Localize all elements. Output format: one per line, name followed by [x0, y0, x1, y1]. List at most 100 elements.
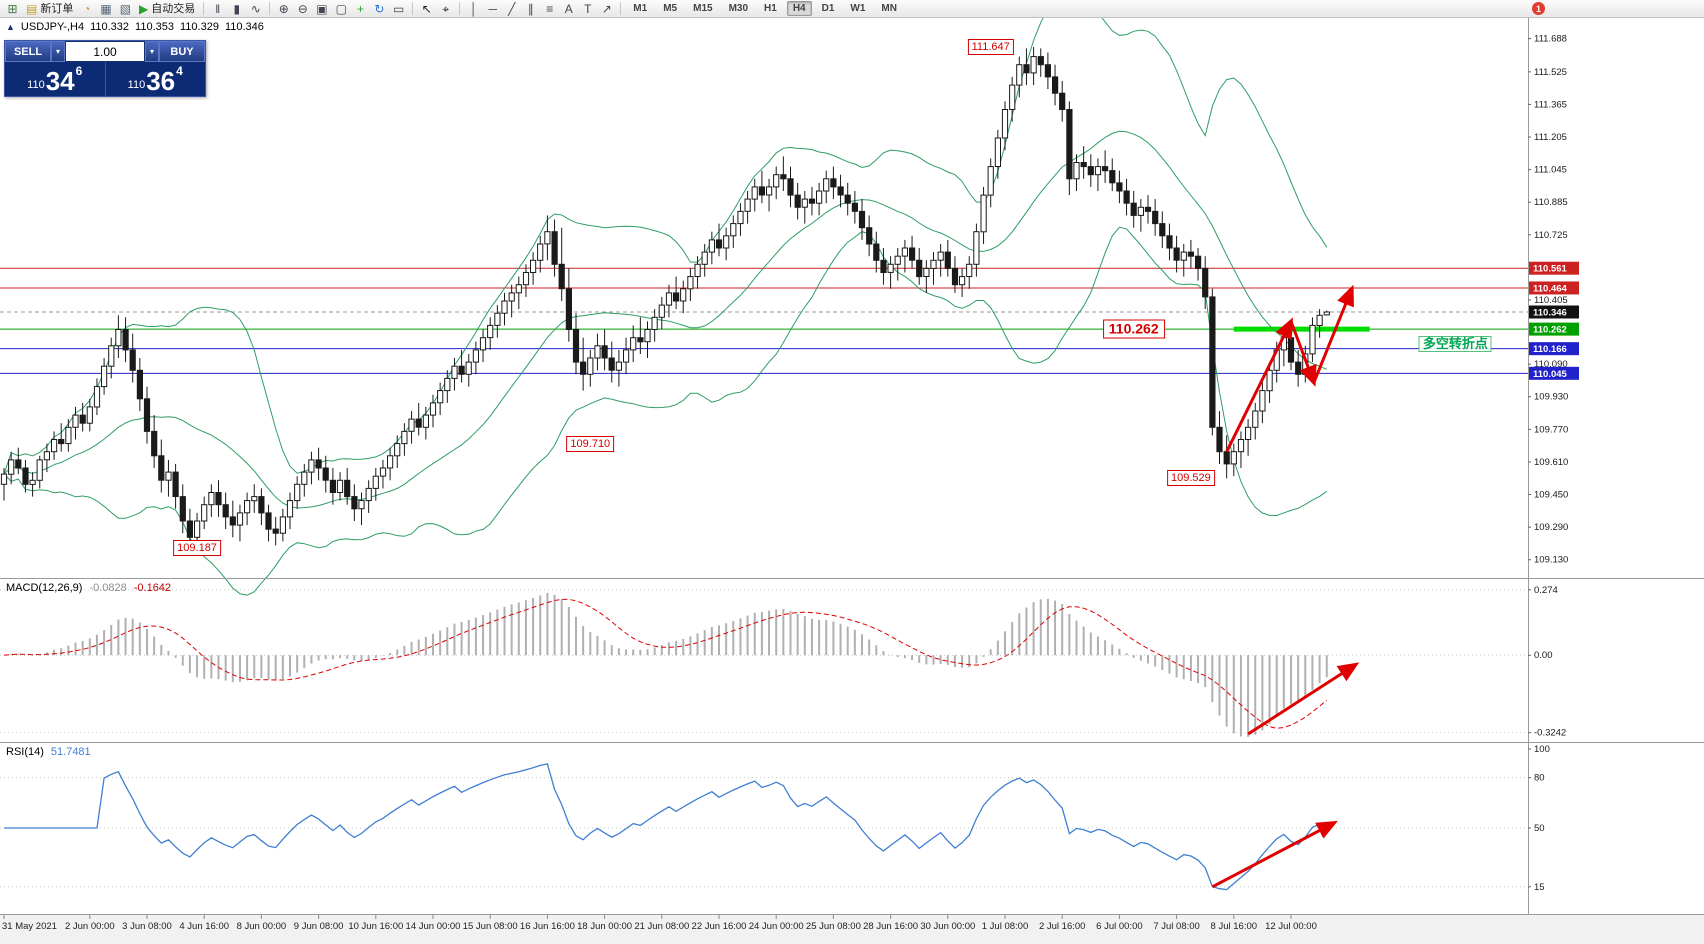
sell-button[interactable]: SELL — [5, 41, 51, 62]
time-axis-label: 1 Jul 08:00 — [982, 921, 1028, 932]
toolbar-separator — [269, 2, 271, 15]
candles-icon: ▮ — [233, 1, 241, 16]
compass-icon[interactable]: ◔ — [78, 1, 95, 17]
trend-arrow[interactable] — [1247, 662, 1360, 736]
order-doc-icon: ▤ — [26, 1, 38, 16]
price-tick-label: 109.770 — [1534, 424, 1568, 435]
time-axis-strip[interactable] — [0, 915, 1704, 944]
add-indicator-icon[interactable]: + — [352, 1, 369, 17]
fibonacci-icon[interactable]: ≡ — [541, 1, 558, 17]
macd-histogram — [10, 592, 1328, 737]
zoom-in-icon[interactable]: ⊕ — [275, 1, 292, 17]
template-icon[interactable]: ▭ — [390, 1, 407, 17]
label-icon[interactable]: T — [579, 1, 596, 17]
trend-arrow[interactable] — [1225, 317, 1293, 453]
sell-dropdown-button[interactable]: ▾ — [51, 41, 65, 62]
toolbar-separator — [620, 2, 622, 15]
one-click-toggle-icon[interactable]: ▲ — [6, 22, 15, 32]
new-order-button[interactable]: ▤ 新订单 — [23, 1, 76, 17]
rsi-scale-label: 50 — [1534, 823, 1545, 834]
timeframe-h1-button[interactable]: H1 — [764, 3, 777, 14]
trendline-icon: ╱ — [508, 1, 516, 16]
line-chart-icon[interactable]: ∿ — [247, 1, 264, 17]
toolbar-separator — [412, 2, 414, 15]
horizontal-line-icon: ─ — [488, 1, 498, 16]
vertical-line-icon: │ — [470, 1, 478, 16]
notification-badge[interactable]: 1 — [1532, 2, 1545, 15]
cursor-icon[interactable]: ↖ — [418, 1, 435, 17]
timeframe-mn-button[interactable]: MN — [881, 3, 897, 14]
zoom-out-icon[interactable]: ⊖ — [294, 1, 311, 17]
buy-price-point: 4 — [176, 64, 183, 78]
ohlc-low: 110.329 — [180, 21, 219, 33]
ohlc-bars-icon: ‖ — [215, 1, 221, 16]
toolbar-separator — [459, 2, 461, 15]
cycle-icon[interactable]: ↻ — [371, 1, 388, 17]
price-level-badge — [1529, 322, 1579, 336]
timeframe-m5-button[interactable]: M5 — [663, 3, 678, 14]
ohlc-bars-icon[interactable]: ‖ — [209, 1, 226, 17]
chart-window-icon: ▦ — [100, 1, 112, 16]
timeframe-m30-button[interactable]: M30 — [728, 3, 749, 14]
autotrade-button[interactable]: ▶ 自动交易 — [136, 1, 198, 17]
new-order-button-label: 新订单 — [40, 2, 74, 15]
profile-icon[interactable]: ▧ — [117, 1, 134, 17]
arrows-tool-icon[interactable]: ↗ — [598, 1, 615, 17]
svg-text:110.045: 110.045 — [1533, 369, 1568, 380]
new-chart-icon[interactable]: ⊞ — [4, 1, 21, 17]
price-tick-label: 110.405 — [1534, 295, 1568, 306]
trend-arrow[interactable] — [1312, 284, 1354, 384]
volume-input[interactable] — [66, 42, 144, 61]
time-axis-label: 18 Jun 00:00 — [577, 921, 632, 932]
crosshair-icon[interactable]: ⌖ — [437, 1, 454, 17]
time-axis-label: 31 May 2021 — [2, 921, 57, 932]
candles-icon[interactable]: ▮ — [228, 1, 245, 17]
time-axis-label: 16 Jun 16:00 — [520, 921, 575, 932]
channel-icon[interactable]: ∥ — [522, 1, 539, 17]
price-tick-label: 109.130 — [1534, 555, 1568, 566]
timeframe-w1-button[interactable]: W1 — [850, 3, 866, 14]
sell-price-pips: 34 — [45, 66, 75, 96]
timeframe-m15-button[interactable]: M15 — [693, 3, 713, 14]
timeframe-h4-button[interactable]: H4 — [786, 1, 812, 16]
toolbar: ⊞ ▤ 新订单 ◔ ▦ ▧ ▶ 自动交易 ‖ ▮ ∿ ⊕ ⊖ ▣ ▢ + ↻ ▭ ↖ ⌖ │ ─ ╱ ∥ ≡ A T ↗ M1 M5 M15… — [0, 0, 1704, 18]
text-icon[interactable]: A — [560, 1, 577, 17]
macd-scale-label: -0.3242 — [1534, 728, 1566, 739]
compass-icon: ◔ — [83, 1, 91, 16]
time-axis-label: 22 Jun 16:00 — [692, 921, 747, 932]
horizontal-line-icon[interactable]: ─ — [484, 1, 501, 17]
time-axis-label: 10 Jun 16:00 — [348, 921, 403, 932]
chart-window-icon[interactable]: ▦ — [97, 1, 114, 17]
rsi-scale-label: 100 — [1534, 744, 1550, 755]
rsi-scale-label: 15 — [1534, 882, 1545, 893]
trend-arrow[interactable] — [1289, 320, 1317, 387]
macd-signal-value: -0.1642 — [133, 582, 172, 594]
template-icon: ▭ — [392, 1, 405, 16]
buy-price[interactable]: 110 36 4 — [106, 62, 206, 96]
time-axis-label: 3 Jun 08:00 — [122, 921, 172, 932]
svg-text:110.166: 110.166 — [1533, 344, 1567, 355]
time-axis-label: 4 Jun 16:00 — [179, 921, 229, 932]
timeframe-m1-button[interactable]: M1 — [633, 3, 648, 14]
rsi-line — [4, 763, 1327, 891]
cascade-windows-icon[interactable]: ▢ — [333, 1, 350, 17]
play-icon: ▶ — [139, 1, 149, 16]
vertical-line-icon[interactable]: │ — [465, 1, 482, 17]
price-level-badge — [1529, 366, 1579, 380]
bollinger-lower-band — [3, 226, 1328, 596]
cursor-icon: ↖ — [421, 1, 432, 16]
price-level-badge — [1529, 305, 1579, 319]
price-tick-label: 109.610 — [1534, 457, 1568, 468]
tile-windows-icon[interactable]: ▣ — [313, 1, 330, 17]
trendline-icon[interactable]: ╱ — [503, 1, 520, 17]
buy-button[interactable]: BUY — [159, 41, 205, 62]
sell-price[interactable]: 110 34 6 — [5, 62, 106, 96]
trend-arrow[interactable] — [1211, 820, 1338, 889]
buy-price-pips: 36 — [146, 66, 176, 96]
timeframe-d1-button[interactable]: D1 — [821, 3, 835, 14]
volume-dropdown-button[interactable]: ▾ — [145, 41, 159, 62]
cycle-icon: ↻ — [374, 1, 385, 16]
profile-icon: ▧ — [119, 1, 132, 16]
